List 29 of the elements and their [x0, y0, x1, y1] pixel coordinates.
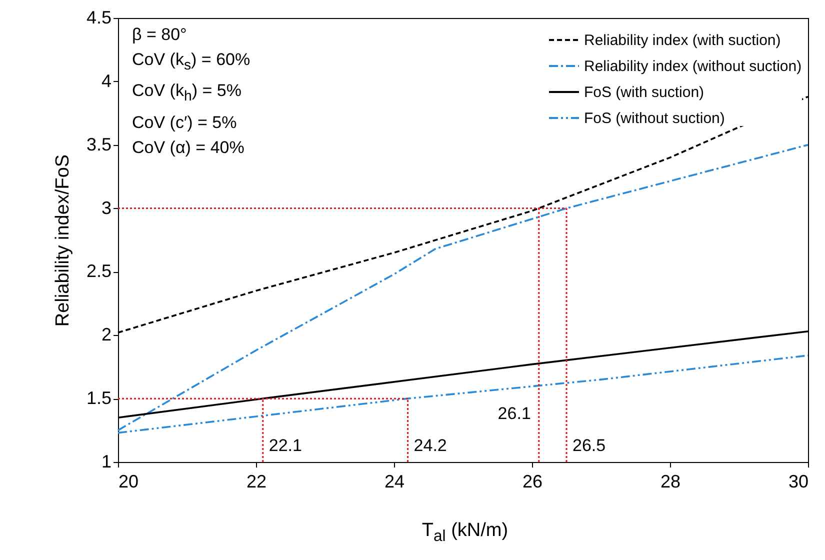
ref-line-label: 24.2 — [414, 436, 447, 455]
x-tick-label: 20 — [118, 472, 139, 492]
y-tick-label: 1 — [101, 452, 112, 472]
annotation: CoV (k$_{h}$) = 5% — [132, 80, 242, 107]
y-tick-label: 2.5 — [86, 261, 112, 282]
y-tick-label: 4 — [101, 70, 112, 91]
legend-label: FoS (with suction) — [584, 84, 704, 101]
y-tick-label: 3 — [101, 198, 112, 218]
legend-label: FoS (without suction) — [584, 110, 725, 127]
annotation: CoV (α) = 40% — [132, 136, 246, 159]
y-tick-label: 1.5 — [86, 388, 112, 408]
x-tick-label: 22 — [246, 472, 267, 492]
x-axis-title: T$_{al}$ (kN/m) — [420, 520, 510, 546]
ref-line-label: 26.5 — [572, 436, 606, 455]
ref-line-label: 22.1 — [268, 436, 302, 455]
y-tick-label: 3.5 — [86, 134, 112, 154]
legend-label: Reliability index (with suction) — [584, 32, 781, 49]
x-tick-label: 30 — [788, 472, 808, 492]
annotation: CoV (c′) = 5% — [132, 112, 238, 134]
y-tick-label: 4.5 — [86, 8, 112, 28]
annotation: CoV (k$_{s}$) = 60% — [132, 49, 250, 76]
y-tick-label: 2 — [101, 324, 112, 345]
legend-label: Reliability index (without suction) — [584, 58, 802, 75]
ref-line-label: 26.1 — [498, 404, 531, 423]
x-tick-label: 28 — [660, 472, 681, 492]
y-axis-title: Reliability index/FoS — [52, 154, 74, 327]
annotation: β = 80° — [132, 24, 188, 46]
x-tick-label: 24 — [384, 472, 405, 492]
x-tick-label: 26 — [522, 472, 543, 492]
